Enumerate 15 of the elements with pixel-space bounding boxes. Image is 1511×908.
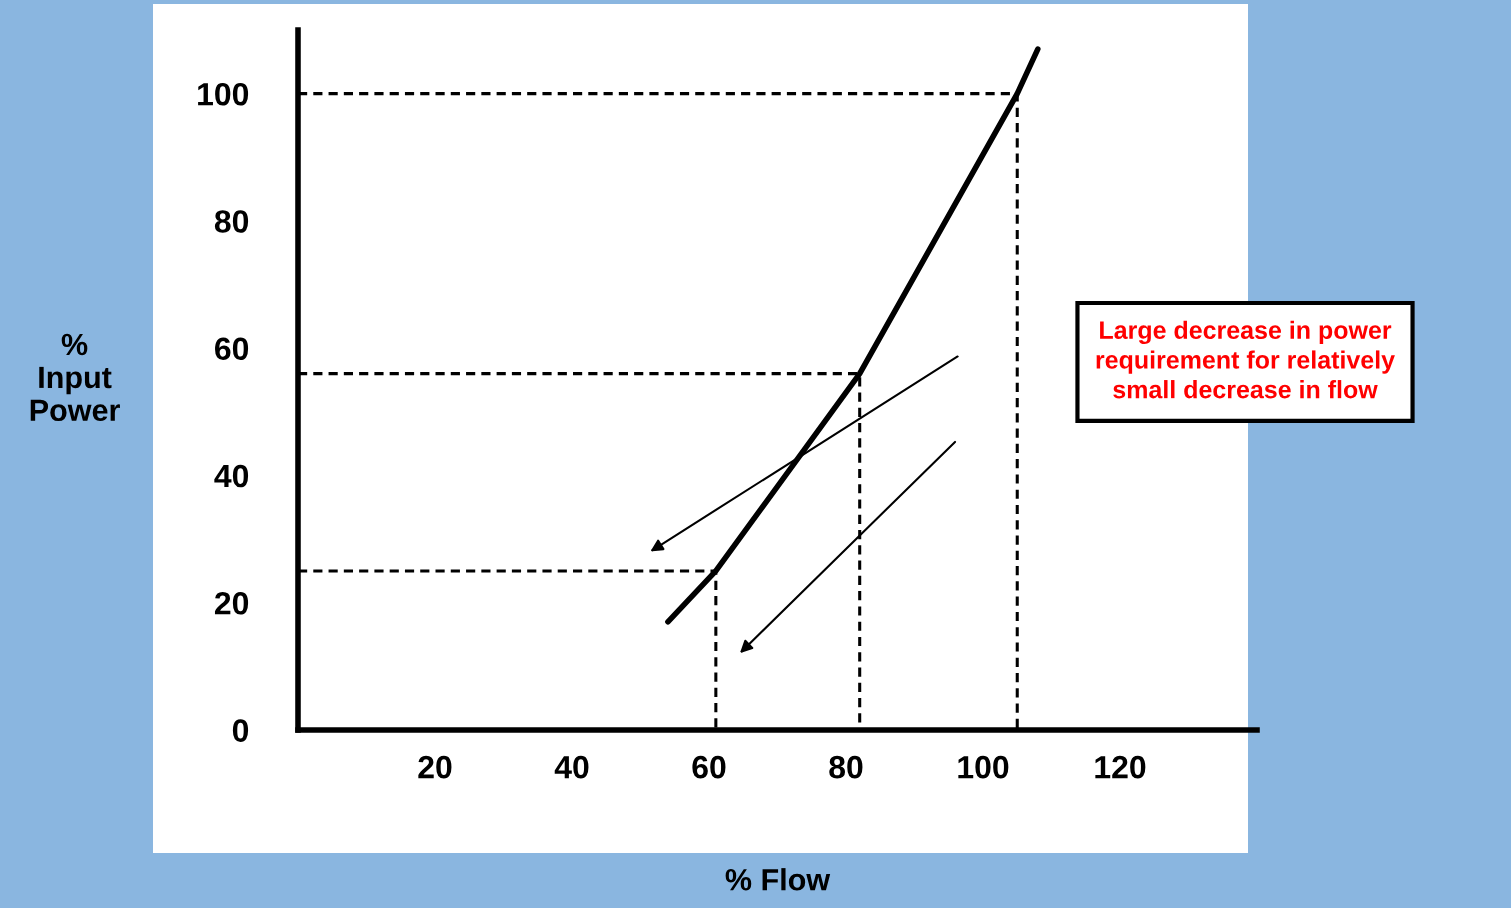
y-tick-label: 60 (215, 337, 249, 361)
y-axis-title: % Input Power (30, 333, 120, 422)
y-tick-label: 80 (214, 210, 249, 233)
x-tick-label: 80 (829, 755, 863, 779)
x-tick-label: 40 (554, 755, 589, 779)
x-tick-label: 120 (1095, 755, 1146, 779)
x-axis-title: % Flow (725, 868, 831, 891)
y-tick-label: 40 (214, 464, 249, 488)
x-tick-label: 20 (418, 755, 452, 779)
y-tick-label: 20 (214, 592, 249, 615)
y-tick-label: 100 (198, 82, 249, 106)
x-tick-label: 100 (958, 755, 1009, 779)
x-tick-label: 60 (692, 755, 726, 779)
y-tick-label: 0 (232, 719, 249, 742)
annotation: Large decrease in power requirement for relatively small decrease in flow (1096, 320, 1395, 399)
